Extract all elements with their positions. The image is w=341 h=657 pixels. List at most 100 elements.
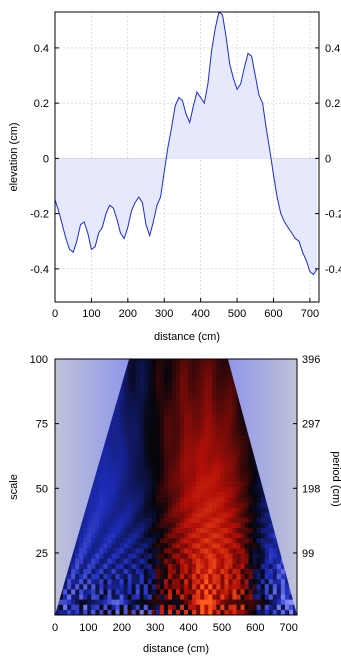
heatmap-cell [115, 594, 121, 601]
heatmap-cell [147, 522, 153, 529]
heatmap-cell [107, 594, 113, 601]
heatmap-cell [240, 507, 246, 514]
heatmap-cell [115, 415, 121, 422]
heatmap-cell [67, 574, 72, 580]
heatmap-cell [200, 415, 205, 422]
heatmap-cell [103, 609, 109, 615]
heatmap-cell [232, 609, 238, 615]
heatmap-cell [288, 604, 294, 611]
heatmap-cell [196, 609, 201, 615]
y-tick-label-right: -0.4 [325, 264, 341, 276]
heatmap-cell [236, 584, 242, 590]
heatmap-cell [147, 507, 153, 514]
heatmap-cell [95, 471, 100, 478]
heatmap-cell [139, 446, 145, 452]
heatmap-cell [151, 394, 157, 401]
heatmap-cell [115, 568, 121, 575]
heatmap-cell [131, 415, 137, 422]
heatmap-cell [119, 599, 125, 606]
heatmap-cell [131, 579, 137, 585]
heatmap-cell [180, 589, 185, 596]
heatmap-cell [147, 374, 153, 381]
heatmap-cell [196, 533, 201, 539]
heatmap-cell [200, 456, 205, 462]
heatmap-cell [228, 476, 234, 483]
heatmap-cell [208, 476, 213, 483]
heatmap-cell [248, 568, 254, 575]
heatmap-cell [260, 538, 266, 544]
heatmap-cell [184, 553, 189, 560]
scalogram-ylabel: scale [8, 474, 20, 500]
heatmap-cell [204, 379, 209, 386]
heatmap-cell [256, 502, 262, 509]
heatmap-cell [103, 512, 109, 519]
heatmap-cell [212, 579, 217, 585]
heatmap-cell [176, 487, 181, 493]
heatmap-cell [95, 558, 100, 565]
heatmap-cell [280, 599, 286, 606]
heatmap-cell [159, 420, 165, 427]
heatmap-cell [155, 461, 161, 468]
heatmap-cell [159, 456, 165, 462]
heatmap-cell [208, 604, 213, 611]
heatmap-cell [232, 502, 238, 509]
heatmap-cell [99, 558, 104, 565]
heatmap-cell [176, 364, 181, 370]
heatmap-cell [147, 512, 153, 519]
heatmap-cell [131, 512, 137, 519]
heatmap-cell [151, 543, 157, 550]
heatmap-cell [256, 527, 262, 534]
heatmap-cell [216, 609, 221, 615]
cone-of-influence-left [55, 359, 130, 615]
heatmap-cell [260, 517, 266, 524]
heatmap-cell [204, 456, 209, 462]
heatmap-cell [111, 481, 117, 488]
heatmap-cell [143, 446, 149, 452]
heatmap-cell [123, 456, 129, 462]
heatmap-cell [163, 425, 169, 432]
heatmap-cell [151, 410, 157, 416]
heatmap-cell [139, 364, 145, 370]
heatmap-cell [151, 440, 157, 447]
heatmap-cell [147, 440, 153, 447]
heatmap-cell [200, 364, 205, 370]
heatmap-cell [91, 512, 96, 519]
elevation-chart: 0 100 200 300 400 500 600 700-0.4 -0.4-0.2 -0.20 0… [8, 11, 341, 343]
heatmap-cell [167, 466, 173, 473]
heatmap-cell [244, 461, 250, 468]
heatmap-cell [159, 558, 165, 565]
heatmap-cell [99, 481, 104, 488]
heatmap-cell [204, 430, 209, 437]
heatmap-cell [264, 543, 270, 550]
heatmap-cell [196, 507, 201, 514]
heatmap-cell [192, 543, 197, 550]
heatmap-cell [260, 533, 266, 539]
heatmap-cell [159, 435, 165, 442]
heatmap-cell [204, 527, 209, 534]
heatmap-cell [99, 574, 104, 580]
heatmap-cell [127, 568, 133, 575]
heatmap-cell [111, 425, 117, 432]
heatmap-cell [139, 379, 145, 386]
heatmap-cell [123, 538, 129, 544]
heatmap-cell [176, 451, 181, 457]
heatmap-cell [212, 568, 217, 575]
heatmap-cell [167, 389, 173, 396]
heatmap-cell [143, 599, 149, 606]
heatmap-cell [220, 548, 225, 555]
heatmap-cell [188, 415, 193, 422]
heatmap-cell [268, 604, 274, 611]
elevation-ylabel: elevation (cm) [8, 122, 20, 191]
heatmap-cell [212, 558, 217, 565]
heatmap-cell [188, 522, 193, 529]
heatmap-cell [204, 389, 209, 396]
heatmap-cell [167, 394, 173, 401]
heatmap-cell [200, 461, 205, 468]
heatmap-cell [280, 579, 286, 585]
heatmap-cell [135, 364, 141, 370]
heatmap-cell [91, 589, 96, 596]
heatmap-cell [167, 425, 173, 432]
heatmap-cell [184, 481, 189, 488]
heatmap-cell [123, 430, 129, 437]
heatmap-cell [119, 579, 125, 585]
